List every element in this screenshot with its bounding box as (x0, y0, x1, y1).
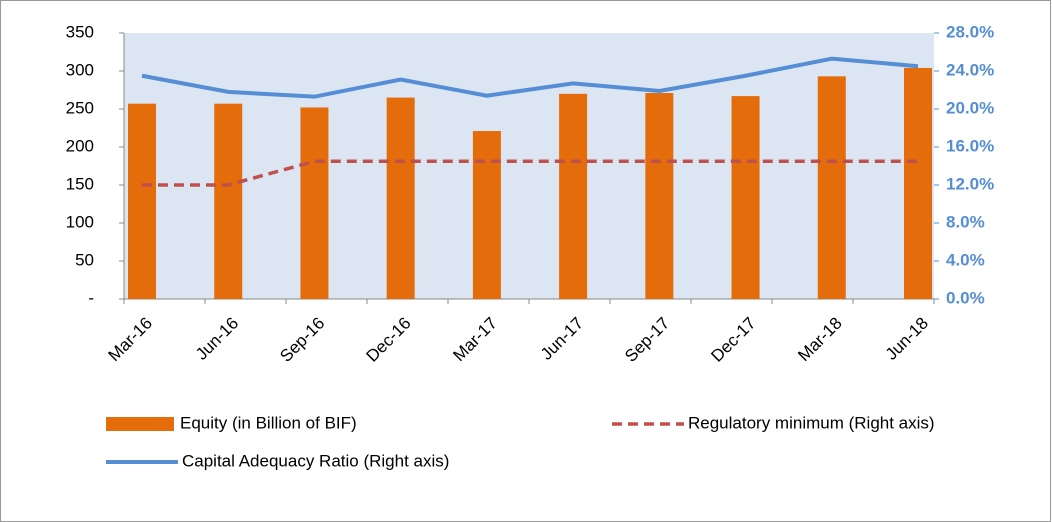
y2-tick-label: 16.0% (946, 136, 994, 155)
y-tick-label: 300 (66, 60, 94, 79)
legend-label: Regulatory minimum (Right axis) (688, 413, 935, 432)
y-tick-label: 50 (75, 250, 94, 269)
legend-label: Equity (in Billion of BIF) (180, 413, 357, 432)
bar (472, 131, 501, 299)
y2-tick-label: 4.0% (946, 250, 985, 269)
y-tick-label: - (88, 288, 94, 307)
bar (559, 93, 588, 299)
y2-tick-label: 20.0% (946, 98, 994, 117)
bar (300, 107, 329, 299)
y2-tick-label: 0.0% (946, 288, 985, 307)
y-tick-label: 350 (66, 22, 94, 41)
bar (731, 96, 760, 299)
y2-tick-label: 8.0% (946, 212, 985, 231)
y-tick-label: 250 (66, 98, 94, 117)
y2-tick-label: 28.0% (946, 22, 994, 41)
legend-label: Capital Adequacy Ratio (Right axis) (182, 451, 449, 470)
bar (386, 97, 415, 299)
bar (904, 67, 932, 300)
y2-tick-label: 24.0% (946, 60, 994, 79)
line-series (141, 56, 919, 99)
line-series (142, 159, 918, 187)
y-tick-label: 150 (66, 174, 94, 193)
legend-swatch (106, 417, 174, 431)
bar (214, 103, 243, 300)
bar (817, 76, 846, 299)
y2-tick-label: 12.0% (946, 174, 994, 193)
bar (645, 93, 674, 299)
y-tick-label: 100 (66, 212, 94, 231)
y-tick-label: 200 (66, 136, 94, 155)
bar (128, 103, 156, 300)
plot-area (124, 33, 934, 299)
